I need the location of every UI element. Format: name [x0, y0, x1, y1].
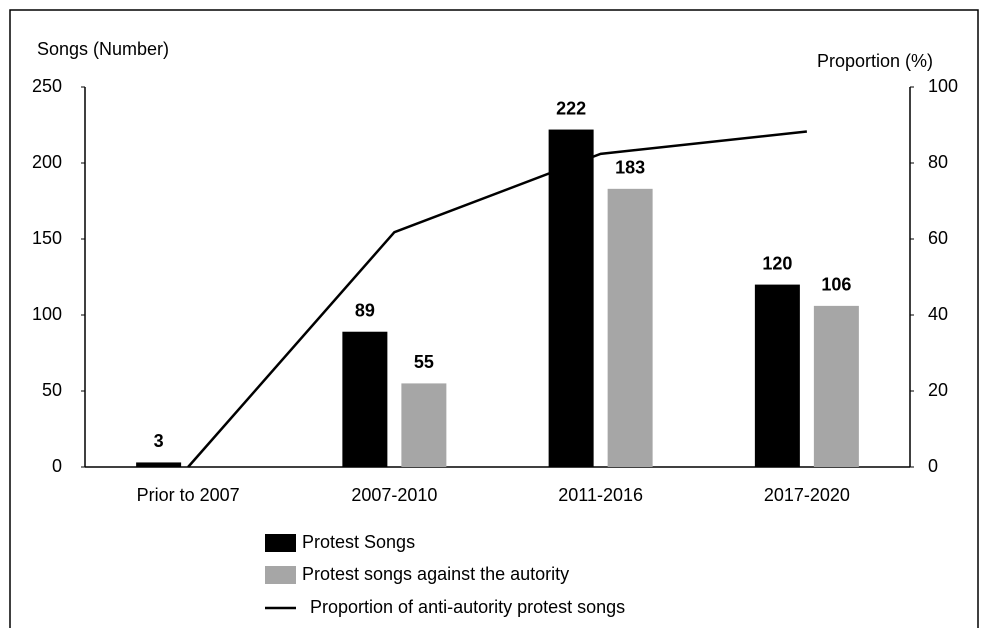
y2-tick-label: 60 [928, 228, 948, 248]
y-tick-label: 0 [52, 456, 62, 476]
bar-value-label: 55 [414, 352, 434, 372]
y2-axis-title: Proportion (%) [817, 51, 933, 71]
x-tick-label: 2011-2016 [558, 485, 643, 505]
y2-tick-label: 20 [928, 380, 948, 400]
y-tick-label: 200 [32, 152, 62, 172]
y-tick-label: 150 [32, 228, 62, 248]
bar [548, 129, 594, 467]
y2-tick-label: 80 [928, 152, 948, 172]
bar [342, 331, 388, 467]
bar-value-label: 222 [556, 98, 586, 118]
y-axis-title: Songs (Number) [37, 39, 169, 59]
legend-label: Proportion of anti-autority protest song… [310, 597, 625, 617]
bar-value-label: 89 [355, 300, 375, 320]
bar [813, 305, 859, 467]
bar-value-label: 183 [615, 158, 645, 178]
bar [401, 383, 447, 467]
bar [607, 188, 653, 467]
y2-tick-label: 100 [928, 76, 958, 96]
bar [754, 284, 800, 467]
x-tick-label: 2017-2020 [764, 485, 850, 505]
bar [136, 462, 182, 467]
y-tick-label: 100 [32, 304, 62, 324]
line-series [187, 130, 808, 468]
bar-value-label: 3 [154, 431, 164, 451]
y-tick-label: 250 [32, 76, 62, 96]
y2-tick-label: 40 [928, 304, 948, 324]
bar-value-label: 120 [762, 253, 792, 273]
legend-label: Protest songs against the autority [302, 564, 569, 584]
legend-swatch [265, 534, 296, 552]
legend-label: Protest Songs [302, 532, 415, 552]
frame [9, 9, 979, 628]
bar-value-label: 106 [821, 275, 851, 295]
y-tick-label: 50 [42, 380, 62, 400]
x-tick-label: Prior to 2007 [137, 485, 240, 505]
x-tick-label: 2007-2010 [351, 485, 437, 505]
y2-tick-label: 0 [928, 456, 938, 476]
legend-swatch [265, 566, 296, 584]
